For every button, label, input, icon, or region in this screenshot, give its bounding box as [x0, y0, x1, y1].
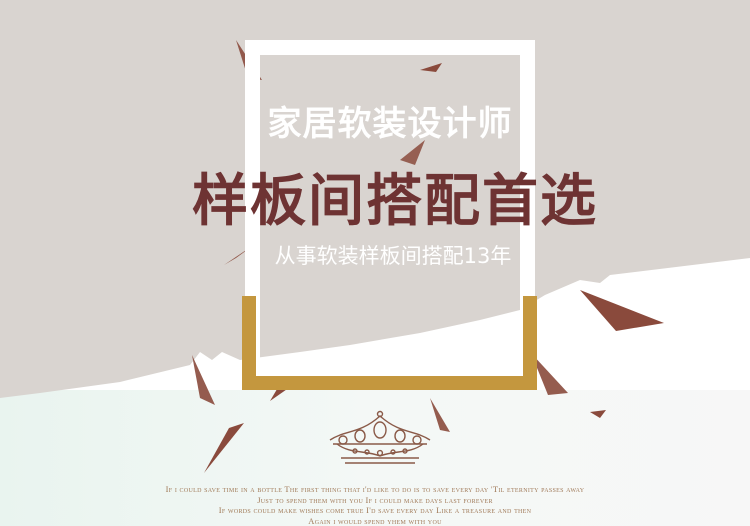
shard [400, 140, 425, 165]
poem-line: If i could save time in a bottle The fir… [165, 484, 585, 494]
main-title: 样板间搭配首选 [192, 169, 598, 234]
subtitle-heading: 家居软装设计师 [267, 104, 513, 144]
poem-lines: If i could save time in a bottle The fir… [0, 484, 750, 526]
shard [430, 398, 450, 432]
crown-icon [329, 410, 431, 464]
poem-line: Again i would spend yhem with you [308, 515, 442, 526]
poem-line: Just to spend them with you If i could m… [257, 494, 493, 505]
shard [420, 63, 442, 72]
tagline-text: 从事软装样板间搭配13年 [274, 244, 512, 268]
shard [590, 410, 606, 418]
poem-line: If words could make wishes come true I'd… [218, 505, 532, 516]
shard [531, 353, 568, 395]
gold-frame [242, 296, 537, 390]
shard [580, 290, 664, 331]
shard [192, 355, 215, 405]
shard [204, 423, 244, 473]
gray-wall [0, 0, 750, 398]
